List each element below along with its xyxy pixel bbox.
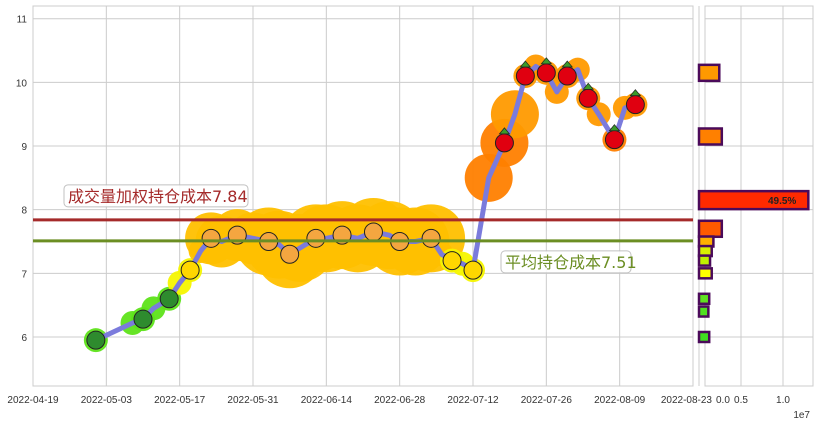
cost-label: 成交量加权持仓成本7.84 (68, 187, 248, 206)
side-x-tick-label: 0.5 (734, 395, 748, 406)
fruit-leaf-icon (608, 124, 621, 132)
fruit-marker (578, 88, 598, 108)
fruit-marker (280, 244, 300, 264)
y-tick-label: 6 (21, 333, 27, 344)
volume-bar (697, 330, 711, 344)
fruit-marker (604, 130, 624, 150)
volume-bar (697, 267, 713, 280)
x-tick-label: 2022-05-17 (154, 395, 206, 406)
fruit-marker (180, 260, 200, 280)
volume-bar (697, 63, 721, 83)
cost-label-box (500, 250, 632, 274)
y-tick-label: 10 (16, 78, 28, 89)
fruit-leaf-icon (629, 89, 642, 97)
fruit-leaf-icon (561, 60, 574, 68)
x-tick-label: 2022-06-28 (374, 395, 426, 406)
y-tick-label: 8 (21, 206, 27, 217)
fruit-leaf-icon (519, 60, 532, 68)
cost-label: 平均持仓成本7.51 (505, 253, 637, 272)
volume-bar (697, 189, 810, 211)
volume-bar (697, 127, 724, 146)
x-tick-label: 2022-05-31 (227, 395, 279, 406)
fruit-marker (625, 95, 645, 115)
cost-label-box (63, 184, 249, 208)
side-x-tick-label: 0.0 (716, 395, 730, 406)
fruit-leaf-icon (498, 127, 511, 135)
fruit-marker (201, 228, 221, 248)
fruit-marker (86, 330, 106, 350)
y-tick-label: 11 (17, 15, 28, 26)
volume-bar (697, 305, 710, 318)
volume-bar (697, 219, 724, 239)
x-tick-label: 2022-04-19 (7, 395, 59, 406)
fruit-marker (159, 289, 179, 309)
fruit-marker (536, 63, 556, 83)
fruit-marker (363, 222, 383, 242)
fruit-leaf-icon (540, 57, 553, 65)
x-tick-label: 2022-05-03 (81, 395, 133, 406)
x-tick-label: 2022-08-23 (661, 395, 713, 406)
side-x-tick-label: 1.0 (776, 395, 790, 406)
price-line (94, 63, 637, 343)
volume-bar (697, 254, 712, 267)
x-tick-label: 2022-08-09 (594, 395, 646, 406)
bar-percent-label: 49.5% (768, 196, 796, 207)
fruit-marker (557, 66, 577, 86)
x-tick-label: 2022-07-26 (521, 395, 573, 406)
x-tick-label: 2022-07-12 (447, 395, 499, 406)
side-multiplier: 1e7 (793, 410, 810, 421)
fruit-marker (494, 133, 514, 153)
y-tick-label: 9 (21, 142, 27, 153)
fruit-marker (442, 251, 462, 271)
volume-bar (697, 292, 711, 306)
fruit-marker (133, 309, 153, 329)
fruit-marker (515, 66, 535, 86)
fruit-leaf-icon (582, 82, 594, 90)
fruit-marker (463, 260, 483, 280)
y-tick-label: 7 (21, 269, 27, 280)
fruit-marker (306, 228, 326, 248)
fruit-marker (421, 228, 441, 248)
x-tick-label: 2022-06-14 (301, 395, 353, 406)
